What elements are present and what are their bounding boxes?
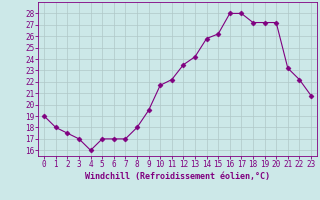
X-axis label: Windchill (Refroidissement éolien,°C): Windchill (Refroidissement éolien,°C) [85, 172, 270, 181]
